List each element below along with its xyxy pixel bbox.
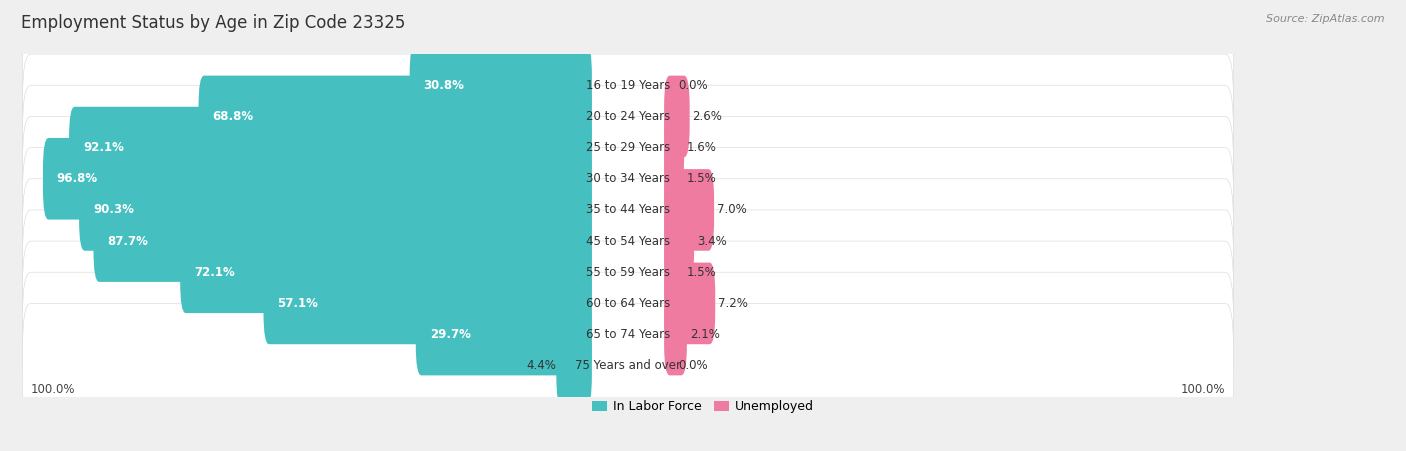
Text: 60 to 64 Years: 60 to 64 Years bbox=[586, 297, 671, 310]
FancyBboxPatch shape bbox=[22, 241, 1233, 366]
Text: 2.6%: 2.6% bbox=[692, 110, 723, 123]
Text: 35 to 44 Years: 35 to 44 Years bbox=[586, 203, 671, 216]
FancyBboxPatch shape bbox=[664, 200, 695, 282]
Text: 25 to 29 Years: 25 to 29 Years bbox=[586, 141, 671, 154]
FancyBboxPatch shape bbox=[409, 45, 592, 126]
Text: 92.1%: 92.1% bbox=[83, 141, 124, 154]
FancyBboxPatch shape bbox=[22, 116, 1233, 241]
Text: 1.6%: 1.6% bbox=[688, 141, 717, 154]
Text: 7.0%: 7.0% bbox=[717, 203, 747, 216]
Text: 0.0%: 0.0% bbox=[678, 79, 707, 92]
FancyBboxPatch shape bbox=[22, 272, 1233, 397]
FancyBboxPatch shape bbox=[664, 138, 683, 220]
Text: 100.0%: 100.0% bbox=[1181, 382, 1225, 396]
Text: 96.8%: 96.8% bbox=[56, 172, 98, 185]
Text: 1.5%: 1.5% bbox=[686, 266, 716, 279]
Text: 55 to 59 Years: 55 to 59 Years bbox=[586, 266, 671, 279]
Text: 7.2%: 7.2% bbox=[718, 297, 748, 310]
Text: Employment Status by Age in Zip Code 23325: Employment Status by Age in Zip Code 233… bbox=[21, 14, 405, 32]
FancyBboxPatch shape bbox=[557, 325, 592, 406]
Text: 45 to 54 Years: 45 to 54 Years bbox=[586, 235, 671, 248]
FancyBboxPatch shape bbox=[664, 294, 688, 375]
FancyBboxPatch shape bbox=[22, 304, 1233, 428]
Text: 90.3%: 90.3% bbox=[93, 203, 134, 216]
FancyBboxPatch shape bbox=[180, 231, 592, 313]
FancyBboxPatch shape bbox=[664, 231, 683, 313]
FancyBboxPatch shape bbox=[22, 54, 1233, 179]
Text: Source: ZipAtlas.com: Source: ZipAtlas.com bbox=[1267, 14, 1385, 23]
Text: 65 to 74 Years: 65 to 74 Years bbox=[586, 328, 671, 341]
Text: 57.1%: 57.1% bbox=[277, 297, 318, 310]
Text: 100.0%: 100.0% bbox=[31, 382, 76, 396]
FancyBboxPatch shape bbox=[22, 85, 1233, 210]
Text: 75 Years and over: 75 Years and over bbox=[575, 359, 681, 372]
FancyBboxPatch shape bbox=[44, 138, 592, 220]
FancyBboxPatch shape bbox=[94, 200, 592, 282]
Text: 30.8%: 30.8% bbox=[423, 79, 464, 92]
FancyBboxPatch shape bbox=[22, 147, 1233, 272]
Text: 30 to 34 Years: 30 to 34 Years bbox=[586, 172, 671, 185]
Text: 2.1%: 2.1% bbox=[690, 328, 720, 341]
Text: 20 to 24 Years: 20 to 24 Years bbox=[586, 110, 671, 123]
Text: 68.8%: 68.8% bbox=[212, 110, 253, 123]
Text: 1.5%: 1.5% bbox=[686, 172, 716, 185]
Legend: In Labor Force, Unemployed: In Labor Force, Unemployed bbox=[586, 395, 820, 418]
FancyBboxPatch shape bbox=[22, 179, 1233, 304]
FancyBboxPatch shape bbox=[664, 262, 716, 344]
Text: 3.4%: 3.4% bbox=[697, 235, 727, 248]
FancyBboxPatch shape bbox=[664, 107, 685, 189]
Text: 72.1%: 72.1% bbox=[194, 266, 235, 279]
FancyBboxPatch shape bbox=[198, 76, 592, 157]
FancyBboxPatch shape bbox=[664, 169, 714, 251]
Text: 4.4%: 4.4% bbox=[526, 359, 557, 372]
FancyBboxPatch shape bbox=[416, 294, 592, 375]
FancyBboxPatch shape bbox=[263, 262, 592, 344]
Text: 29.7%: 29.7% bbox=[430, 328, 471, 341]
FancyBboxPatch shape bbox=[69, 107, 592, 189]
FancyBboxPatch shape bbox=[22, 23, 1233, 147]
Text: 87.7%: 87.7% bbox=[107, 235, 148, 248]
Text: 16 to 19 Years: 16 to 19 Years bbox=[586, 79, 671, 92]
Text: 0.0%: 0.0% bbox=[678, 359, 707, 372]
FancyBboxPatch shape bbox=[79, 169, 592, 251]
FancyBboxPatch shape bbox=[664, 76, 690, 157]
FancyBboxPatch shape bbox=[22, 210, 1233, 335]
